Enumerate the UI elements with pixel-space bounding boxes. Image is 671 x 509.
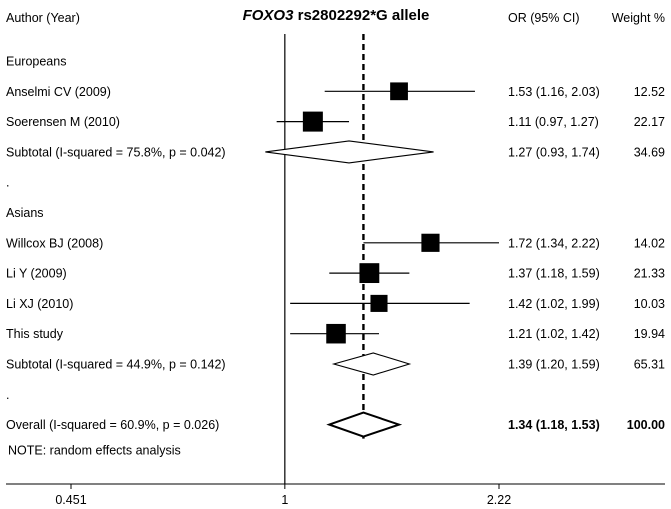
or-ci-text: 1.34 (1.18, 1.53)	[508, 418, 600, 432]
study-marker	[302, 111, 323, 132]
or-ci-text: 1.37 (1.18, 1.59)	[508, 267, 600, 281]
study-label: Soerensen M (2010)	[6, 115, 120, 129]
weight-text: 10.03	[634, 297, 665, 311]
header-label: Asians	[6, 206, 44, 220]
weight-text: 12.52	[634, 85, 665, 99]
study-label: Willcox BJ (2008)	[6, 236, 103, 250]
weight-text: 19.94	[634, 327, 665, 341]
weight-text: 100.00	[627, 418, 665, 432]
subtotal-label: Subtotal (I-squared = 44.9%, p = 0.142)	[6, 358, 226, 372]
study-marker	[421, 233, 440, 252]
x-tick-label: 2.22	[487, 493, 511, 507]
or-ci-text: 1.53 (1.16, 2.03)	[508, 85, 600, 99]
or-ci-text: 1.27 (0.93, 1.74)	[508, 145, 600, 159]
weight-text: 14.02	[634, 236, 665, 250]
overall-diamond	[326, 411, 403, 438]
or-ci-text: 1.39 (1.20, 1.59)	[508, 358, 600, 372]
study-marker	[370, 294, 388, 312]
chart-title-rest: rs2802292*G allele	[293, 7, 429, 24]
or-ci-text: 1.11 (0.97, 1.27)	[508, 115, 599, 129]
weight-text: 21.33	[634, 267, 665, 281]
subtotal-label: Subtotal (I-squared = 75.8%, p = 0.042)	[6, 145, 226, 159]
spacer-label: .	[6, 388, 9, 402]
chart-title-gene: FOXO3	[243, 7, 295, 24]
column-header-weight: Weight %	[612, 11, 665, 25]
x-tick-label: 1	[281, 493, 288, 507]
study-marker	[390, 82, 408, 101]
subtotal-diamond	[331, 352, 412, 376]
weight-text: 65.31	[634, 358, 665, 372]
study-label: Li Y (2009)	[6, 267, 67, 281]
subtotal-diamond	[265, 140, 434, 164]
column-header-study: Author (Year)	[6, 11, 80, 25]
overall-label: Overall (I-squared = 60.9%, p = 0.026)	[6, 418, 219, 432]
or-ci-text: 1.21 (1.02, 1.42)	[508, 327, 600, 341]
column-header-or: OR (95% CI)	[508, 11, 580, 25]
or-ci-text: 1.42 (1.02, 1.99)	[508, 297, 600, 311]
study-label: This study	[6, 327, 64, 341]
x-axis: 0.451 1 2.22	[6, 483, 665, 507]
weight-text: 22.17	[634, 115, 665, 129]
forest-rows: Europeans Anselmi CV (2009) 1.53 (1.16, 2.…	[6, 34, 665, 484]
or-ci-text: 1.72 (1.34, 2.22)	[508, 236, 600, 250]
chart-title: FOXO3 rs2802292*G allele	[243, 7, 430, 24]
x-tick-label: 0.451	[55, 493, 86, 507]
study-marker	[326, 323, 346, 344]
spacer-label: .	[6, 176, 9, 190]
weight-text: 34.69	[634, 145, 665, 159]
study-label: Anselmi CV (2009)	[6, 85, 111, 99]
study-label: Li XJ (2010)	[6, 297, 73, 311]
note-text: NOTE: random effects analysis	[8, 444, 181, 458]
header-label: Europeans	[6, 55, 66, 69]
study-marker	[359, 263, 380, 284]
